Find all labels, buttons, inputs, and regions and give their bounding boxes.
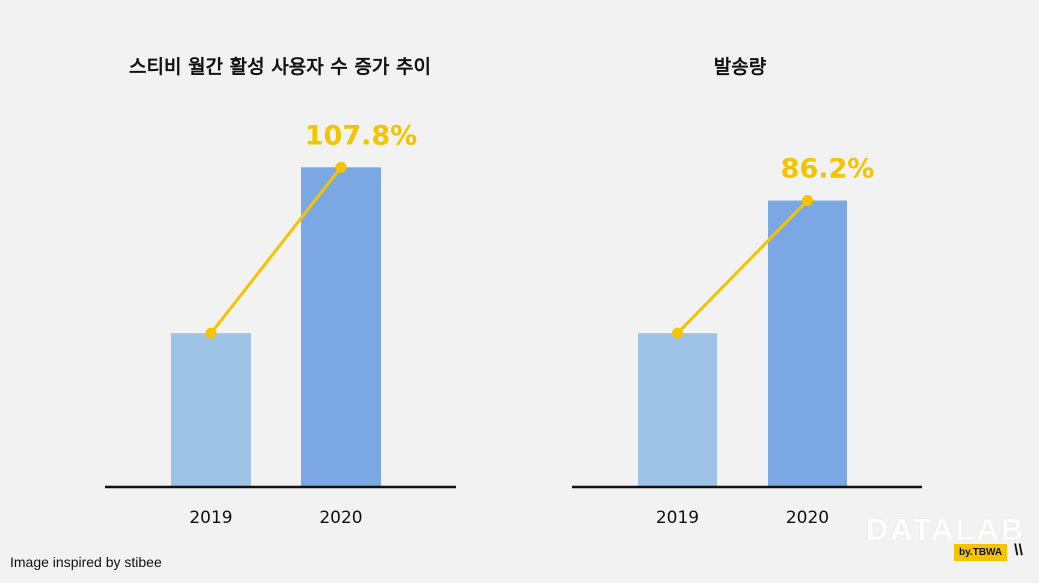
growth-data-label: 86.2% xyxy=(781,154,875,185)
x-tick-label: 2019 xyxy=(656,508,699,528)
bar-2019 xyxy=(638,333,717,487)
trend-point-2020 xyxy=(335,161,347,173)
x-tick-label: 2020 xyxy=(319,508,362,528)
bar-2020 xyxy=(768,200,847,488)
x-tick-label: 2019 xyxy=(189,508,232,528)
growth-trend-line xyxy=(676,199,809,335)
growth-data-label: 107.8% xyxy=(305,120,417,151)
logo-sub-badge: by.TBWA xyxy=(954,544,1008,561)
bar-2020 xyxy=(301,167,381,488)
trend-point-2019 xyxy=(205,327,217,339)
chart-title-active-users: 스티비 월간 활성 사용자 수 증가 추이 xyxy=(129,56,431,78)
x-tick-label: 2020 xyxy=(786,508,829,528)
growth-trend-line xyxy=(209,166,343,335)
bar-2019 xyxy=(171,333,251,487)
logo-wordmark: DATALAB xyxy=(866,512,1026,547)
datalab-logo: DATALAB by.TBWA \\ xyxy=(866,512,1031,564)
trend-point-2020 xyxy=(802,195,813,207)
image-credit: Image inspired by stibee xyxy=(10,554,162,570)
logo-slash-icon: \\ xyxy=(1014,542,1023,559)
trend-point-2019 xyxy=(672,327,683,339)
chart-title-send-volume: 발송량 xyxy=(713,56,767,78)
